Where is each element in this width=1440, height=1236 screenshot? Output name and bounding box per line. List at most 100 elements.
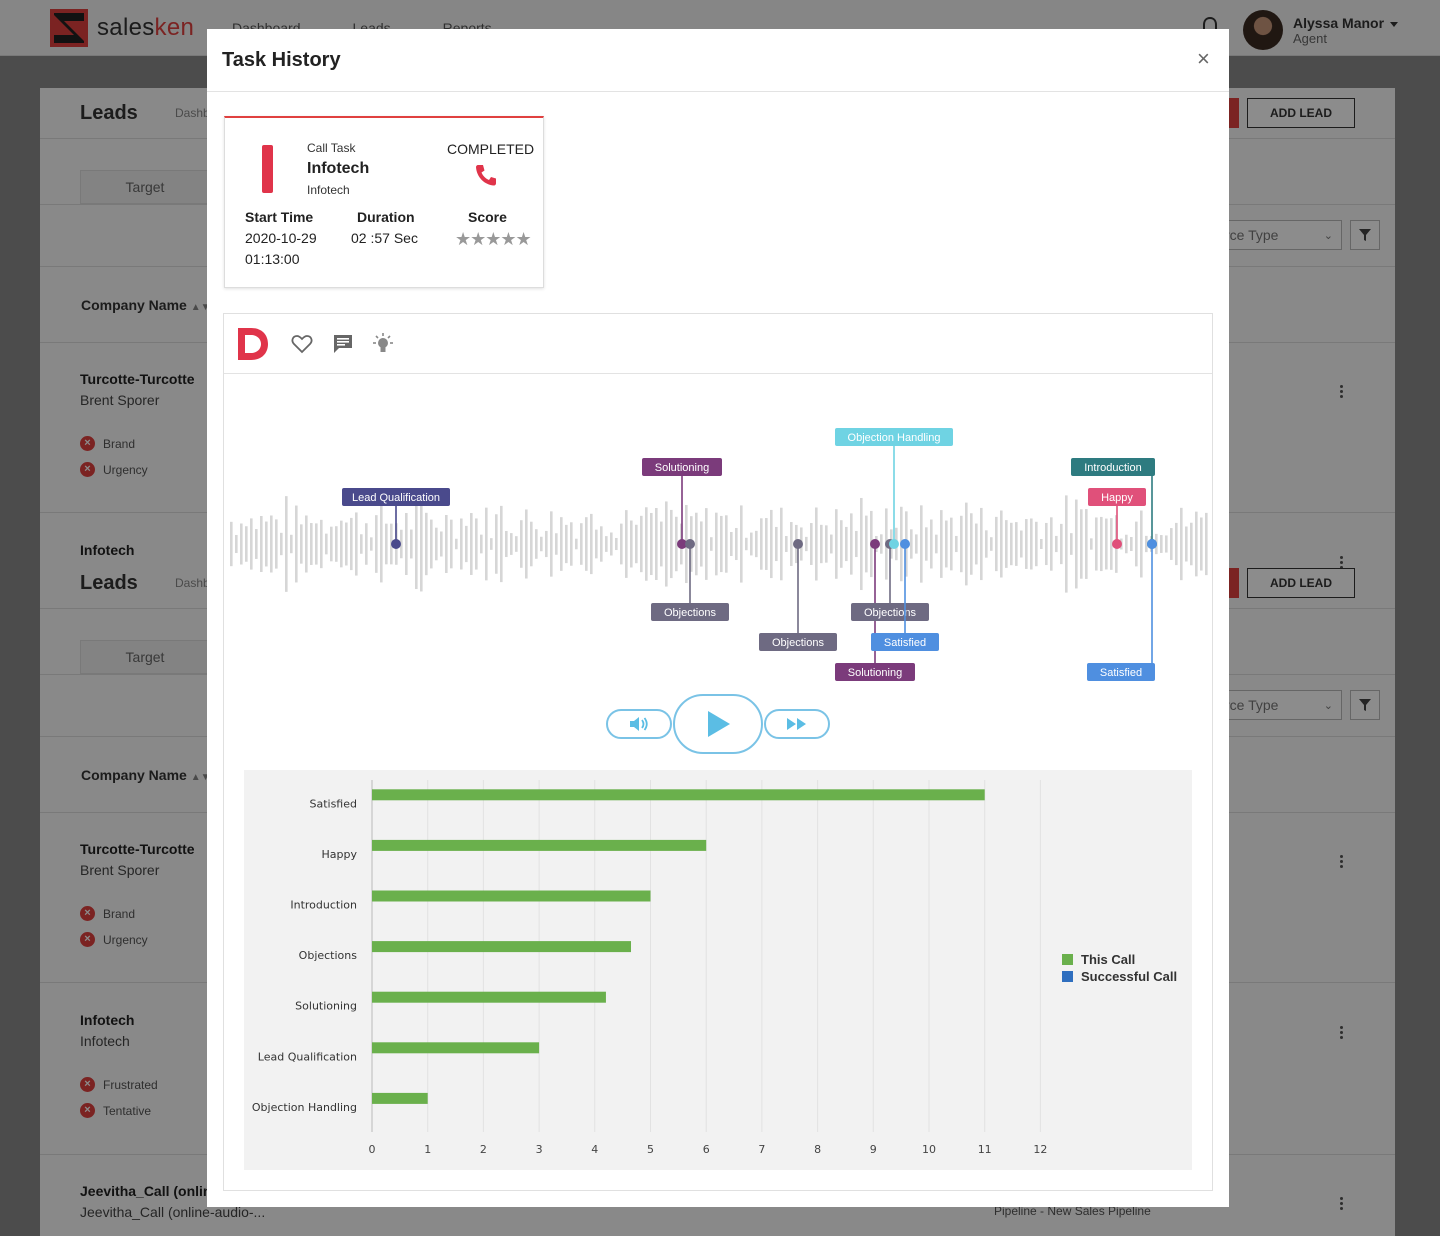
marker-label-box <box>642 458 722 476</box>
wave-bar <box>930 519 933 569</box>
kebab-menu-icon[interactable] <box>1340 1197 1344 1212</box>
wave-bar <box>230 521 233 567</box>
tab-target[interactable]: Target <box>80 640 210 674</box>
chart-bar[interactable] <box>372 1042 540 1054</box>
chart-bar[interactable] <box>372 991 606 1003</box>
wave-bar <box>980 507 983 581</box>
column-company-name[interactable]: Company Name ▲▼ <box>81 297 211 313</box>
heart-icon[interactable] <box>291 334 313 354</box>
row-company[interactable]: Infotech <box>80 542 135 558</box>
legend-item-successful-call[interactable]: Successful Call <box>1062 969 1177 984</box>
wave-marker[interactable]: Objection Handling <box>835 428 953 549</box>
wave-marker[interactable]: Objections <box>651 539 729 621</box>
wave-marker[interactable]: Solutioning <box>835 539 915 681</box>
x-tick-label: 10 <box>922 1143 936 1156</box>
salesken-logo[interactable]: salesken <box>50 9 194 47</box>
play-button[interactable] <box>673 694 763 754</box>
wave-bar <box>470 513 473 575</box>
chart-legend: This Call Successful Call <box>1062 952 1177 986</box>
fast-forward-button[interactable] <box>764 709 830 739</box>
wave-bar <box>705 508 708 580</box>
red-button-edge[interactable] <box>1229 568 1239 598</box>
marker-label: Objections <box>664 607 716 619</box>
brand-d-icon[interactable] <box>236 326 270 362</box>
tab-target[interactable]: Target <box>80 170 210 204</box>
row-company[interactable]: Turcotte-Turcotte <box>80 371 195 387</box>
marker-dot[interactable] <box>870 539 880 549</box>
source-type-select[interactable]: rce Type ⌄ <box>1220 220 1342 250</box>
wave-bar <box>860 497 863 591</box>
chart-bar[interactable] <box>372 789 985 801</box>
task-card[interactable]: Call Task Infotech Infotech COMPLETED St… <box>224 116 544 288</box>
wave-marker[interactable]: Objections <box>759 539 837 651</box>
filter-button[interactable] <box>1350 690 1380 720</box>
legend-item-this-call[interactable]: This Call <box>1062 952 1177 967</box>
wave-marker[interactable]: Satisfied <box>871 539 939 651</box>
wave-bar <box>340 520 343 568</box>
marker-dot[interactable] <box>685 539 695 549</box>
wave-bar <box>820 524 823 564</box>
wave-marker[interactable]: Lead Qualification <box>342 488 450 549</box>
wave-marker[interactable]: Satisfied <box>1087 539 1157 681</box>
close-circle-icon: × <box>80 932 95 947</box>
wave-bar <box>1185 526 1188 562</box>
volume-button[interactable] <box>606 709 672 739</box>
wave-bar <box>830 534 833 554</box>
row-company[interactable]: Infotech <box>80 1012 135 1028</box>
marker-dot[interactable] <box>900 539 910 549</box>
wave-bar <box>720 515 723 573</box>
breadcrumb[interactable]: Dashb <box>175 106 210 120</box>
source-type-select[interactable]: rce Type ⌄ <box>1220 690 1342 720</box>
close-icon[interactable]: × <box>1197 46 1210 71</box>
red-button-edge[interactable] <box>1229 98 1239 128</box>
marker-dot[interactable] <box>889 539 899 549</box>
wave-bar <box>770 509 773 579</box>
wave-bar <box>960 515 963 573</box>
wave-bar <box>1205 512 1208 576</box>
breadcrumb[interactable]: Dashb <box>175 576 210 590</box>
wave-marker[interactable]: Introduction <box>1071 458 1157 549</box>
filter-button[interactable] <box>1350 220 1380 250</box>
marker-dot[interactable] <box>677 539 687 549</box>
kebab-menu-icon[interactable] <box>1340 1026 1344 1041</box>
wave-marker[interactable]: Happy <box>1088 488 1146 549</box>
modal-title: Task History <box>222 49 341 71</box>
wave-bar <box>555 533 558 555</box>
kebab-menu-icon[interactable] <box>1340 855 1344 870</box>
wave-bar <box>1045 522 1048 566</box>
wave-bar <box>595 529 598 559</box>
add-lead-button[interactable]: ADD LEAD <box>1247 568 1355 598</box>
add-lead-button[interactable]: ADD LEAD <box>1247 98 1355 128</box>
marker-dot[interactable] <box>1112 539 1122 549</box>
marker-dot[interactable] <box>793 539 803 549</box>
marker-dot[interactable] <box>391 539 401 549</box>
user-menu[interactable]: Alyssa Manor <box>1293 15 1399 31</box>
wave-bar <box>330 526 333 562</box>
avatar[interactable] <box>1243 10 1283 50</box>
wave-bar <box>605 536 608 552</box>
y-category-label: Solutioning <box>295 1000 357 1013</box>
row-company[interactable]: Turcotte-Turcotte <box>80 841 195 857</box>
kebab-menu-icon[interactable] <box>1340 556 1344 571</box>
chart-bar[interactable] <box>372 890 651 902</box>
wave-bar <box>460 518 463 570</box>
phone-icon <box>476 165 496 186</box>
waveform[interactable]: Lead Qualification Solutioning Objections O… <box>224 374 1212 684</box>
wave-bar <box>525 509 528 579</box>
task-type: Call Task <box>307 141 356 155</box>
marker-label: Objection Handling <box>848 432 941 444</box>
marker-dot[interactable] <box>1147 539 1157 549</box>
chart-bar[interactable] <box>372 839 707 851</box>
wave-bar <box>270 515 273 573</box>
kebab-menu-icon[interactable] <box>1340 385 1344 400</box>
wave-marker[interactable]: Solutioning <box>642 458 722 549</box>
chart-bar[interactable] <box>372 941 632 953</box>
column-company-name[interactable]: Company Name ▲▼ <box>81 767 211 783</box>
bulb-icon[interactable] <box>371 332 395 356</box>
comment-icon[interactable] <box>332 334 354 354</box>
wave-bar <box>240 523 243 565</box>
chart-bar[interactable] <box>372 1092 428 1104</box>
wave-bar <box>235 534 238 554</box>
row-company[interactable]: Jeevitha_Call (online <box>80 1183 220 1199</box>
wave-bar <box>1000 510 1003 578</box>
